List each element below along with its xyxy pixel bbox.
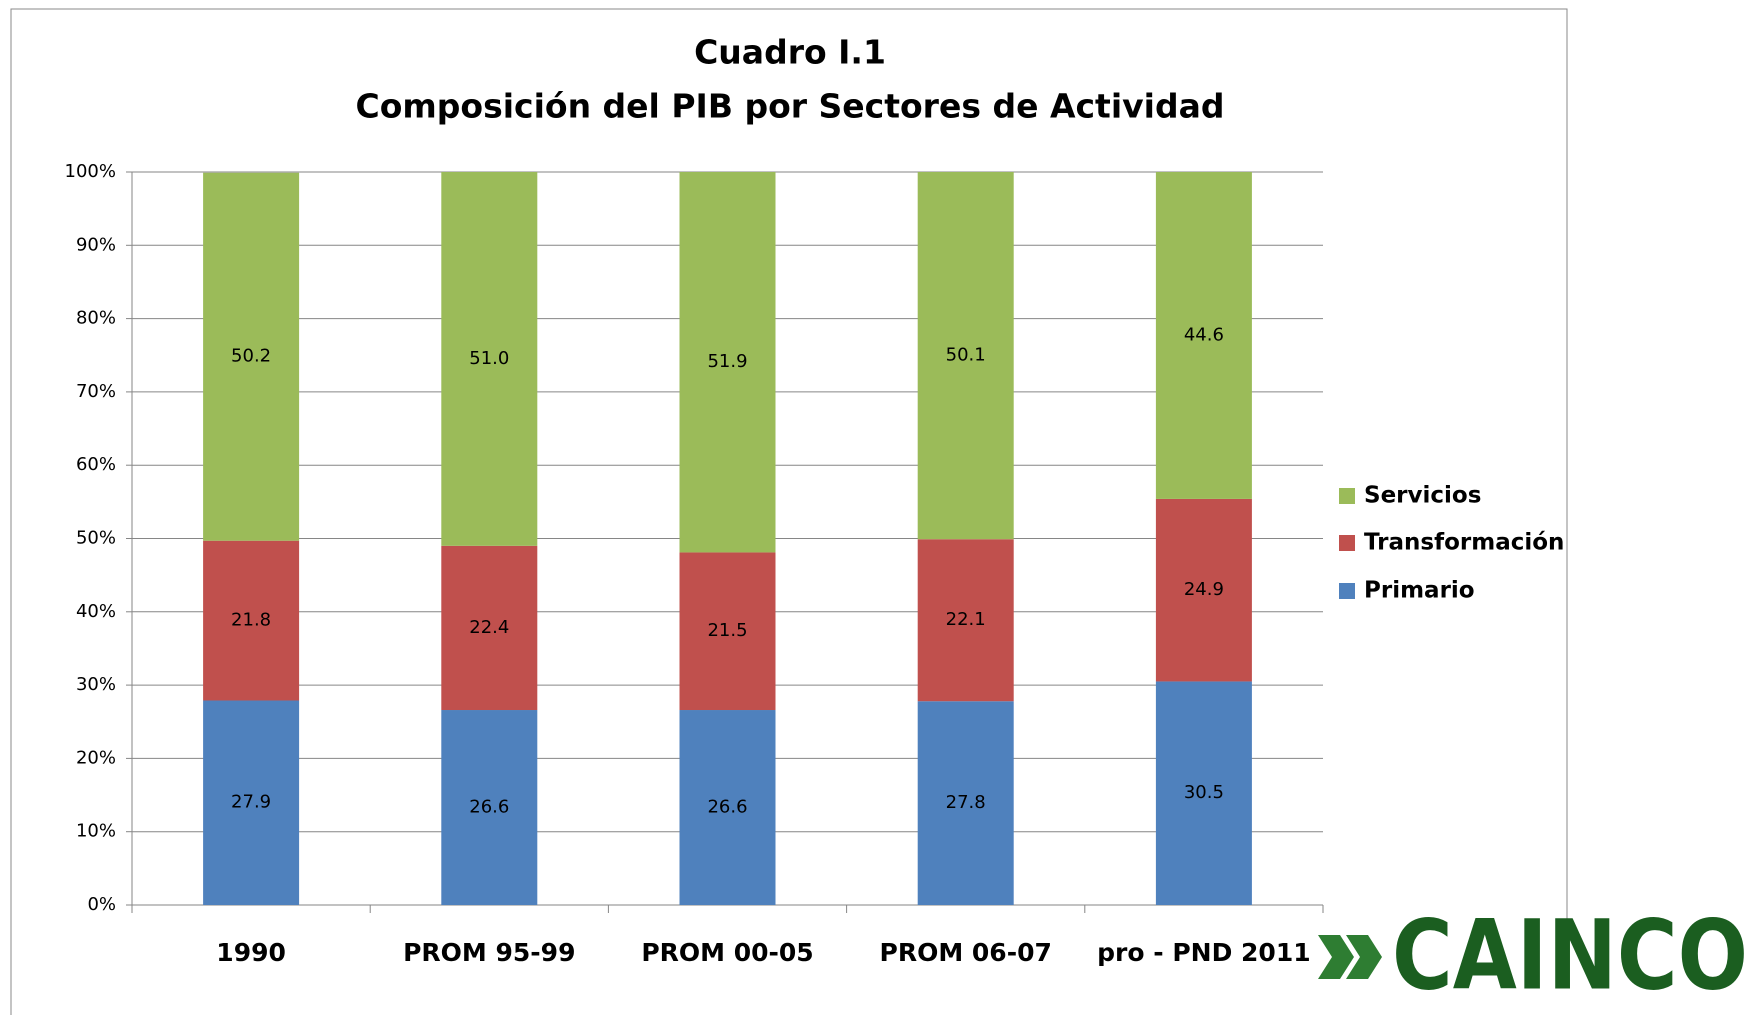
- y-tick-label: 100%: [65, 161, 116, 182]
- y-tick-label: 70%: [76, 381, 116, 402]
- bar-segment: [441, 172, 538, 546]
- y-tick-label: 30%: [76, 674, 116, 695]
- bar-segment: [679, 552, 776, 711]
- data-label: 51.9: [707, 351, 747, 372]
- y-tick-label: 40%: [76, 601, 116, 622]
- logo-icon: [1318, 935, 1382, 979]
- y-tick-label: 50%: [76, 528, 116, 549]
- bar-segment: [679, 172, 776, 553]
- bar-segment: [1155, 498, 1252, 682]
- bar-segment: [1155, 172, 1252, 499]
- legend-label: Transformación: [1364, 530, 1564, 556]
- logo-text: CAINCO: [1392, 899, 1748, 1011]
- data-label: 24.9: [1184, 579, 1224, 600]
- x-tick-label: PROM 00-05: [641, 938, 813, 967]
- bar-segment: [203, 540, 300, 701]
- data-label: 21.5: [707, 620, 747, 641]
- data-label: 51.0: [469, 348, 509, 369]
- x-tick-label: pro - PND 2011: [1097, 938, 1310, 967]
- legend-swatch: [1339, 488, 1355, 504]
- data-label: 44.6: [1184, 324, 1224, 345]
- data-label: 27.9: [231, 792, 271, 813]
- data-label: 50.2: [231, 346, 271, 367]
- bar-segment: [441, 545, 538, 711]
- data-label: 22.1: [946, 609, 986, 630]
- y-tick-label: 90%: [76, 234, 116, 255]
- x-tick-label: 1990: [216, 938, 286, 967]
- bar-segment: [203, 700, 300, 905]
- bar-segment: [679, 710, 776, 905]
- legend-label: Primario: [1364, 578, 1475, 604]
- data-label: 22.4: [469, 617, 509, 638]
- y-tick-label: 0%: [87, 894, 116, 915]
- data-label: 50.1: [946, 345, 986, 366]
- data-label: 26.6: [469, 797, 509, 818]
- x-tick-label: PROM 95-99: [403, 938, 575, 967]
- logo: CAINCO: [1316, 899, 1749, 1015]
- data-label: 21.8: [231, 610, 271, 631]
- data-label: 30.5: [1184, 782, 1224, 803]
- y-tick-label: 60%: [76, 454, 116, 475]
- bar-segment: [441, 710, 538, 905]
- y-tick-label: 10%: [76, 821, 116, 842]
- legend-swatch: [1339, 535, 1355, 551]
- legend-label: Servicios: [1364, 483, 1481, 509]
- data-label: 26.6: [707, 797, 747, 818]
- x-tick-label: PROM 06-07: [880, 938, 1052, 967]
- legend-swatch: [1339, 583, 1355, 599]
- y-tick-label: 80%: [76, 308, 116, 329]
- bar-segment: [917, 539, 1014, 702]
- chart-title: Cuadro I.1: [694, 33, 886, 72]
- bar-segment: [1155, 681, 1252, 905]
- bar-segment: [917, 701, 1014, 905]
- bar-segment: [917, 172, 1014, 540]
- logo-bg: [1316, 960, 1749, 1015]
- bar-segment: [203, 172, 300, 541]
- chart-subtitle: Composición del PIB por Sectores de Acti…: [356, 87, 1225, 126]
- data-label: 27.8: [946, 792, 986, 813]
- y-tick-label: 20%: [76, 747, 116, 768]
